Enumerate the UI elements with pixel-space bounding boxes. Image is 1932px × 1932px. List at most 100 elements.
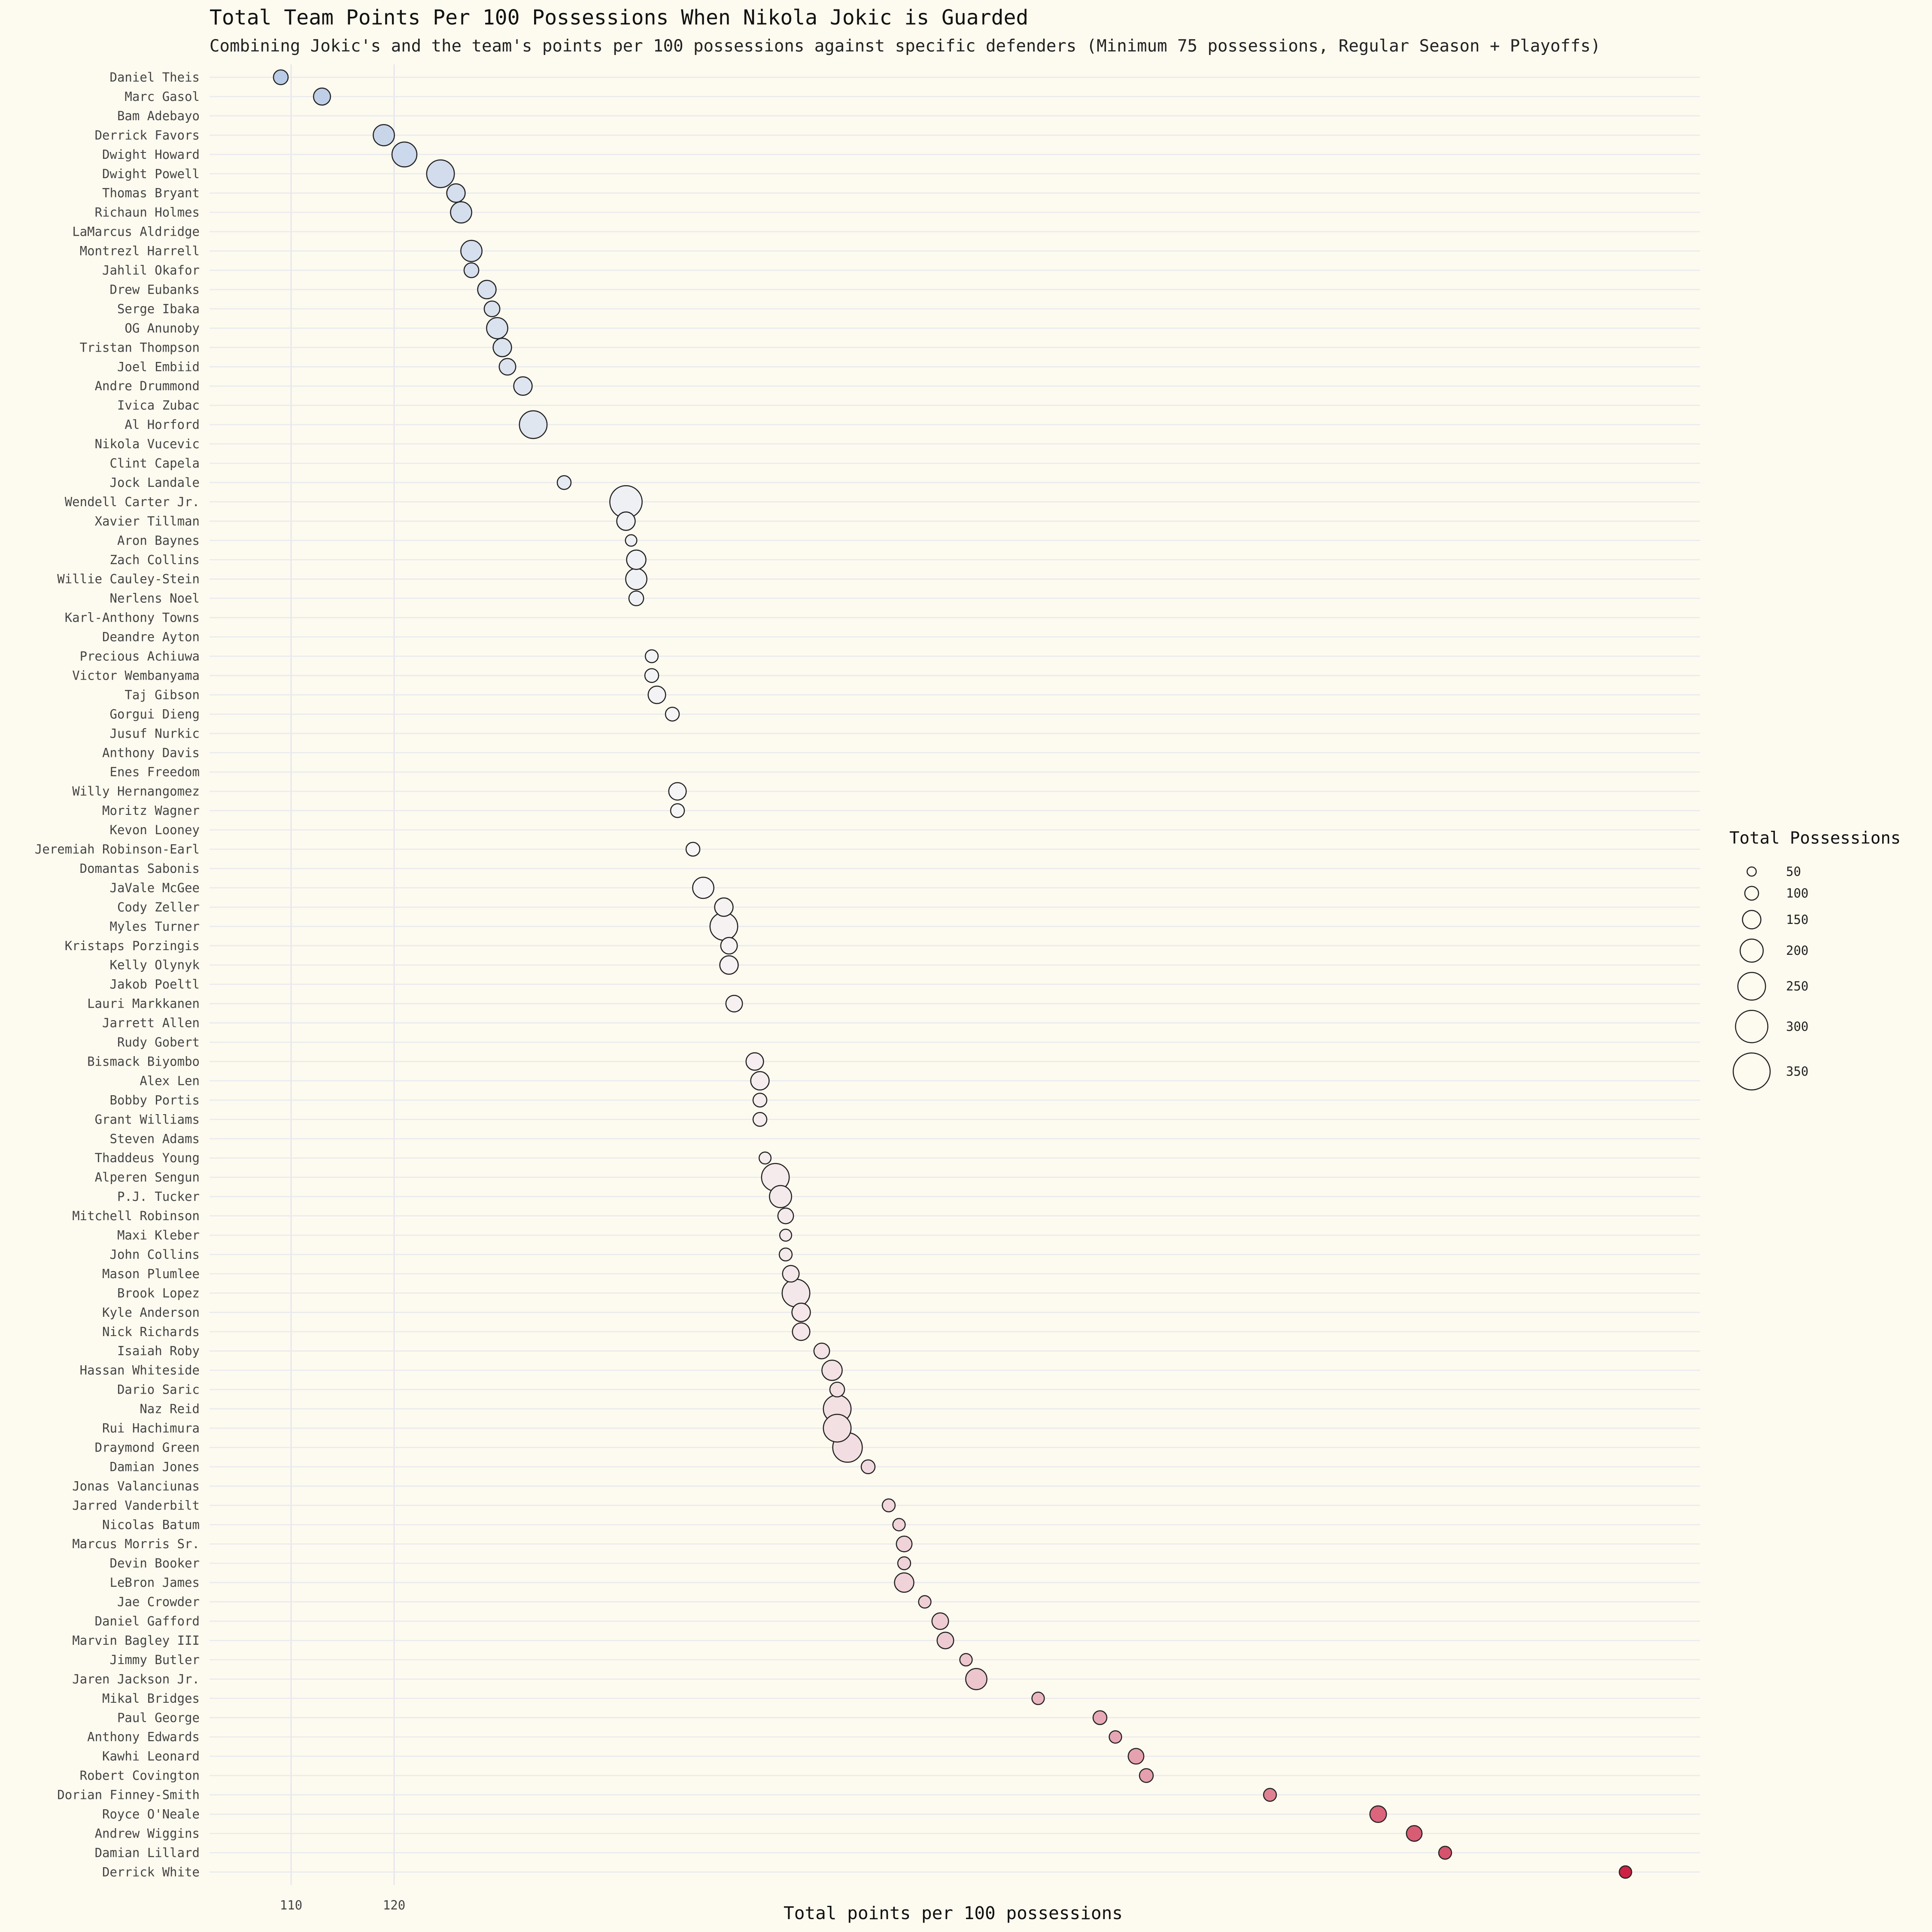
- y-tick-label: LaMarcus Aldridge: [72, 225, 200, 239]
- y-tick-label: Montrezl Harrell: [80, 244, 200, 258]
- data-point: P.J. Tucker: [769, 1185, 792, 1209]
- data-point: Taj Gibson: [647, 685, 666, 704]
- data-point: Daniel Gafford: [931, 1612, 949, 1630]
- y-tick-label: Dorian Finney-Smith: [57, 1788, 200, 1802]
- y-tick-label: Alperen Sengun: [95, 1170, 200, 1185]
- data-point: Nick Richards: [792, 1322, 811, 1341]
- data-point: Cody Zeller: [714, 897, 734, 917]
- y-tick-label: Kristaps Porzingis: [65, 939, 200, 953]
- data-point: Derrick White: [1619, 1865, 1632, 1879]
- legend-title: Total Possessions: [1729, 829, 1901, 848]
- y-tick-label: Nerlens Noel: [109, 591, 200, 606]
- data-point: Nicolas Batum: [892, 1518, 906, 1531]
- y-tick-label: Royce O'Neale: [102, 1807, 200, 1822]
- y-tick-label: Domantas Sabonis: [80, 861, 200, 876]
- y-tick-label: Xavier Tillman: [95, 514, 200, 529]
- y-tick-label: Damian Jones: [109, 1459, 200, 1474]
- y-tick-label: Daniel Theis: [109, 70, 200, 85]
- data-point: Jeremiah Robinson-Earl: [685, 841, 701, 857]
- data-point: Drew Eubanks: [477, 279, 497, 300]
- y-tick-label: Jeremiah Robinson-Earl: [35, 842, 200, 857]
- data-point: Thaddeus Young: [758, 1151, 772, 1165]
- data-point: Thomas Bryant: [446, 183, 466, 203]
- y-tick-label: Precious Achiuwa: [80, 649, 200, 664]
- y-tick-label: Myles Turner: [109, 919, 200, 934]
- y-tick-label: Kyle Anderson: [102, 1305, 200, 1320]
- y-tick-label: Willie Cauley-Stein: [57, 572, 200, 586]
- data-point: Andrew Wiggins: [1406, 1825, 1423, 1842]
- data-point: Alex Len: [750, 1071, 770, 1091]
- y-tick-label: Mitchell Robinson: [72, 1209, 200, 1223]
- x-tick-label: 120: [383, 1898, 405, 1912]
- legend-size-circle: [1744, 886, 1759, 901]
- data-point: Hassan Whiteside: [821, 1359, 843, 1381]
- size-legend: Total Possessions 50 100 150 200 250 300 350: [1729, 829, 1901, 1091]
- y-tick-label: Brook Lopez: [117, 1286, 200, 1300]
- y-tick-label: Draymond Green: [95, 1440, 200, 1455]
- y-tick-label: Bam Adebayo: [117, 109, 200, 123]
- y-tick-label: Dario Saric: [117, 1382, 200, 1397]
- y-tick-label: Marvin Bagley III: [72, 1633, 200, 1648]
- data-point: Daniel Theis: [273, 69, 289, 85]
- y-tick-label: Jarrett Allen: [102, 1016, 200, 1030]
- y-tick-label: Moritz Wagner: [102, 803, 200, 818]
- data-point: Kawhi Leonard: [1127, 1748, 1145, 1765]
- data-point: Kyle Anderson: [791, 1303, 811, 1322]
- data-point: Grant Williams: [752, 1112, 768, 1127]
- y-tick-label: Thaddeus Young: [95, 1151, 200, 1165]
- data-point: Bobby Portis: [752, 1093, 768, 1108]
- y-tick-label: Al Horford: [125, 417, 200, 432]
- data-point: Mason Plumlee: [782, 1265, 800, 1283]
- data-point: Devin Booker: [897, 1556, 911, 1571]
- legend-size-label: 150: [1786, 912, 1808, 927]
- data-point: Marvin Bagley III: [936, 1631, 954, 1649]
- data-point: Andre Drummond: [513, 376, 533, 396]
- y-tick-label: Maxi Kleber: [117, 1228, 200, 1242]
- y-tick-label: Mason Plumlee: [102, 1267, 200, 1281]
- y-tick-label: Zach Collins: [109, 553, 200, 567]
- y-tick-label: Rudy Gobert: [117, 1035, 200, 1050]
- y-tick-label: Devin Booker: [109, 1556, 200, 1571]
- y-tick-label: Nicolas Batum: [102, 1517, 200, 1532]
- data-point: Brook Lopez: [781, 1279, 811, 1308]
- y-tick-label: Wendell Carter Jr.: [65, 495, 200, 509]
- y-tick-label: Nick Richards: [102, 1324, 200, 1339]
- y-tick-label: Derrick White: [102, 1865, 200, 1879]
- data-point: Jahlil Okafor: [463, 262, 480, 278]
- y-tick-label: Jaren Jackson Jr.: [72, 1672, 200, 1686]
- grid-lines: [210, 64, 1700, 1885]
- y-tick-label: Anthony Davis: [102, 745, 200, 760]
- data-point: Marc Gasol: [313, 87, 331, 106]
- legend-size-label: 50: [1786, 864, 1801, 879]
- data-point: Zach Collins: [626, 550, 647, 570]
- data-point: Serge Ibaka: [483, 300, 501, 317]
- data-point: LeBron James: [894, 1572, 914, 1593]
- x-axis-ticks: 110 120: [280, 1898, 405, 1912]
- y-tick-label: Deandre Ayton: [102, 630, 200, 644]
- data-point: Kelly Olynyk: [719, 955, 739, 975]
- y-tick-label: Damian Lillard: [95, 1845, 200, 1860]
- data-point: Damian Lillard: [1438, 1846, 1452, 1860]
- y-tick-label: Serge Ibaka: [117, 301, 200, 316]
- y-tick-label: Kawhi Leonard: [102, 1749, 200, 1764]
- data-point: JaVale McGee: [692, 877, 714, 899]
- y-tick-label: Bobby Portis: [109, 1093, 200, 1107]
- data-point: Anthony Edwards: [1109, 1730, 1122, 1744]
- y-tick-label: Drew Eubanks: [109, 282, 200, 297]
- y-tick-label: Andre Drummond: [95, 379, 200, 393]
- y-tick-label: Dwight Powell: [102, 167, 200, 181]
- y-tick-label: Tristan Thompson: [80, 340, 200, 355]
- y-tick-label: Isaiah Roby: [117, 1344, 200, 1358]
- y-tick-label: Andrew Wiggins: [95, 1826, 200, 1841]
- y-tick-label: Anthony Edwards: [87, 1730, 200, 1744]
- legend-size-label: 250: [1786, 979, 1808, 993]
- y-tick-label: Ivica Zubac: [117, 398, 200, 413]
- y-tick-label: Kelly Olynyk: [109, 958, 200, 972]
- data-point: Aron Baynes: [625, 534, 638, 547]
- y-tick-label: Jock Landale: [109, 475, 200, 490]
- data-point: Mitchell Robinson: [777, 1207, 794, 1224]
- chart-title: Total Team Points Per 100 Possessions Wh…: [210, 6, 1028, 30]
- data-point: Mikal Bridges: [1031, 1692, 1045, 1705]
- y-tick-label: Lauri Markkanen: [87, 996, 200, 1011]
- data-point: Willie Cauley-Stein: [625, 568, 647, 590]
